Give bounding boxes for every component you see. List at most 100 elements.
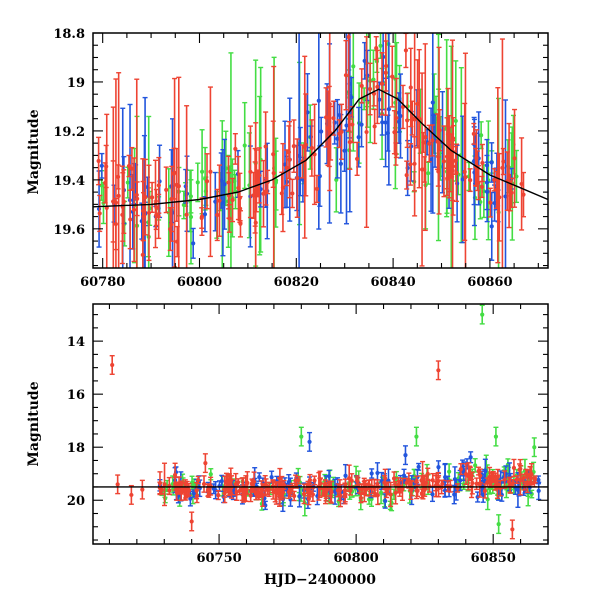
bottom-point (391, 471, 397, 486)
bottom-outlier-point (189, 511, 195, 532)
top-point (364, 49, 370, 102)
top-point (379, 52, 385, 116)
bottom-outlier-point (307, 431, 313, 452)
top-point (500, 147, 506, 176)
bottom-point (435, 460, 441, 475)
bottom-point (517, 463, 523, 477)
top-point (383, 33, 389, 116)
bottom-outlier-point (109, 355, 115, 375)
top-point (279, 171, 285, 216)
top-point (127, 189, 133, 250)
top-point (214, 188, 220, 242)
bottom-point (416, 462, 422, 471)
top-point (115, 164, 121, 190)
bottom-point (195, 475, 201, 485)
bottom-outlier-point (402, 445, 408, 466)
top-point (250, 171, 256, 220)
bottom-axis-ticks (93, 304, 549, 544)
top-point (416, 48, 422, 189)
bottom-x-tick-label: 60750 (196, 551, 241, 566)
top-point (364, 36, 370, 228)
top-point (216, 164, 222, 237)
top-point (308, 125, 314, 149)
top-point (437, 109, 443, 152)
bottom-point (474, 477, 480, 491)
top-point (96, 136, 102, 186)
bottom-point (157, 471, 163, 496)
bottom-point (227, 473, 233, 493)
bottom-point (358, 492, 364, 504)
bottom-y-tick-label: 18 (67, 441, 85, 456)
top-point (134, 78, 140, 268)
top-point (99, 152, 105, 179)
top-point (140, 180, 146, 242)
bottom-point (524, 474, 530, 494)
top-point (242, 101, 248, 190)
top-point (420, 131, 426, 154)
bottom-outlier-point (435, 360, 441, 381)
top-point (149, 181, 155, 213)
top-point (479, 175, 485, 199)
top-point (409, 100, 415, 136)
top-point (334, 98, 340, 179)
bottom-point (466, 462, 472, 491)
top-axis-ticks (93, 32, 548, 268)
top-point (519, 137, 525, 231)
top-point (256, 147, 262, 204)
top-point (314, 174, 320, 204)
bottom-point (270, 480, 276, 500)
top-point (230, 177, 236, 223)
top-point (502, 99, 508, 268)
bottom-x-axis-title: HJD−2400000 (264, 572, 376, 588)
bottom-x-tick-label: 60800 (334, 551, 379, 566)
top-y-tick-label: 19.4 (53, 174, 85, 189)
bottom-point (439, 479, 445, 495)
top-point (309, 119, 315, 177)
top-point (289, 178, 295, 209)
top-x-tick-label: 60860 (467, 275, 512, 290)
bottom-data-points (109, 304, 542, 540)
bottom-point (310, 487, 316, 502)
top-data-points (96, 32, 526, 268)
top-x-tick-label: 60840 (370, 275, 415, 290)
bottom-outlier-point (479, 304, 485, 325)
bottom-outlier-point (128, 484, 134, 505)
top-point (374, 49, 380, 125)
top-point (291, 119, 297, 173)
bottom-point (162, 462, 168, 507)
top-point (407, 143, 413, 186)
bottom-point (477, 471, 483, 498)
bottom-point (430, 486, 436, 503)
bottom-point (297, 484, 303, 508)
bottom-point (532, 475, 538, 484)
bottom-point (463, 463, 469, 486)
top-panel: 60780 60800 60820 60840 60860 18.8 19 19.2 19.4… (26, 27, 549, 290)
bottom-point (349, 473, 355, 489)
top-point (391, 110, 397, 155)
bottom-point (536, 481, 542, 501)
top-x-tick-label: 60780 (80, 275, 125, 290)
top-point (435, 113, 441, 171)
bottom-point (354, 475, 360, 486)
top-point (195, 162, 201, 203)
top-point (294, 138, 300, 218)
bottom-y-tick-label: 20 (67, 494, 85, 509)
top-x-tick-labels: 60780 60800 60820 60840 60860 (80, 275, 512, 290)
top-point (316, 33, 322, 230)
top-y-axis-title: Magnitude (26, 109, 42, 194)
top-point (425, 161, 431, 185)
bottom-y-axis-title: Magnitude (26, 381, 42, 466)
top-point (171, 147, 177, 200)
top-point (412, 136, 418, 192)
bottom-point (382, 493, 388, 509)
top-point (404, 92, 410, 149)
top-point (403, 32, 409, 69)
top-point (263, 111, 269, 182)
bottom-point (451, 484, 457, 505)
bottom-point (187, 490, 193, 507)
top-point (331, 100, 337, 136)
bottom-point (372, 489, 378, 498)
top-y-tick-labels: 18.8 19 19.2 19.4 19.6 (53, 27, 85, 238)
bottom-point (484, 477, 490, 488)
bottom-point (312, 475, 318, 486)
